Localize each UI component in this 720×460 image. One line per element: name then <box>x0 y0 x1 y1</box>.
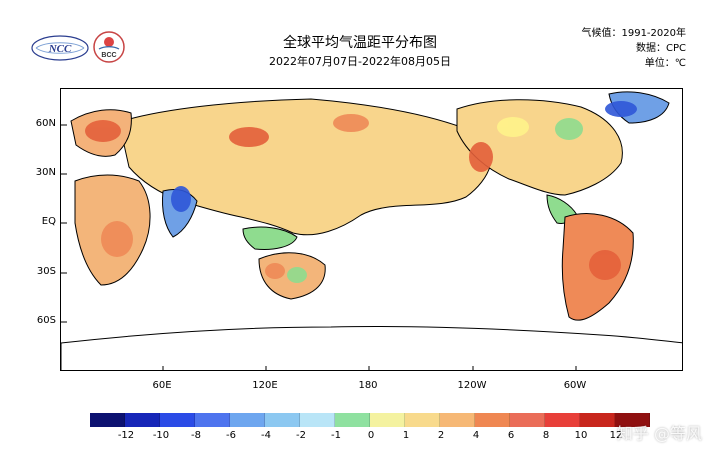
metadata-block: 气候值：1991-2020年 数据：CPC 单位：℃ <box>581 26 686 71</box>
legend-tick: -1 <box>331 430 341 441</box>
latitude-ticks <box>61 124 67 323</box>
longitude-ticks <box>162 366 577 370</box>
legend-box <box>230 413 265 427</box>
data-source-label: 数据：CPC <box>636 43 686 54</box>
legend-tick: -10 <box>152 430 170 441</box>
legend-tick: 4 <box>472 430 480 441</box>
legend-tick: -8 <box>191 430 201 441</box>
legend-box <box>370 413 405 427</box>
legend-box <box>475 413 510 427</box>
legend-tick: 0 <box>367 430 375 441</box>
legend-tick: -6 <box>226 430 236 441</box>
antarctica-land <box>61 325 682 370</box>
legend-box <box>125 413 160 427</box>
anomaly-hotspots <box>85 101 637 283</box>
map-canvas <box>61 91 682 370</box>
map-date-range: 2022年07月07日-2022年08月05日 <box>269 55 451 68</box>
ncc-logo: NCC <box>30 33 90 63</box>
climatology-label: 气候值：1991-2020年 <box>581 28 686 39</box>
legend-box <box>265 413 300 427</box>
map-title: 全球平均气温距平分布图 <box>283 35 437 51</box>
svg-text:BCC: BCC <box>101 52 116 59</box>
temperature-anomaly-map <box>60 88 683 371</box>
lat-label-eq: EQ <box>41 216 56 227</box>
lat-label-30s: 30S <box>36 266 56 277</box>
eurasia-land <box>118 98 493 236</box>
legend-tick: -4 <box>261 430 271 441</box>
legend-tick: 10 <box>574 430 588 441</box>
legend-box <box>615 413 650 427</box>
legend-box <box>405 413 440 427</box>
legend-box <box>160 413 195 427</box>
legend-tick: 2 <box>437 430 445 441</box>
legend-tick: 12 <box>609 430 623 441</box>
lat-label-60n: 60N <box>35 118 56 129</box>
legend-box <box>510 413 545 427</box>
lon-label-180: 180 <box>358 380 378 391</box>
lon-label-60e: 60E <box>152 380 172 391</box>
watermark: 知乎 @等风 <box>616 424 702 443</box>
southeast-asia-land <box>242 226 298 250</box>
legend-box <box>90 413 125 427</box>
legend-box <box>195 413 230 427</box>
legend-box <box>335 413 370 427</box>
lat-label-60s: 60S <box>36 315 56 326</box>
legend-box <box>545 413 580 427</box>
legend-tick: -2 <box>296 430 306 441</box>
bcc-logo: BCC <box>92 30 126 64</box>
lon-label-120e: 120E <box>252 380 278 391</box>
legend-tick: -12 <box>117 430 135 441</box>
legend-box <box>300 413 335 427</box>
legend-box <box>580 413 615 427</box>
svg-text:NCC: NCC <box>48 43 72 55</box>
lon-label-120w: 120W <box>457 380 487 391</box>
title-block: 全球平均气温距平分布图 2022年07月07日-2022年08月05日 <box>180 34 540 70</box>
color-legend <box>90 413 650 427</box>
unit-label: 单位：℃ <box>644 58 686 69</box>
legend-tick: 1 <box>402 430 410 441</box>
legend-tick: 8 <box>542 430 550 441</box>
legend-tick: 6 <box>507 430 515 441</box>
legend-box <box>440 413 475 427</box>
lon-label-60w: 60W <box>563 380 587 391</box>
lat-label-30n: 30N <box>35 167 56 178</box>
